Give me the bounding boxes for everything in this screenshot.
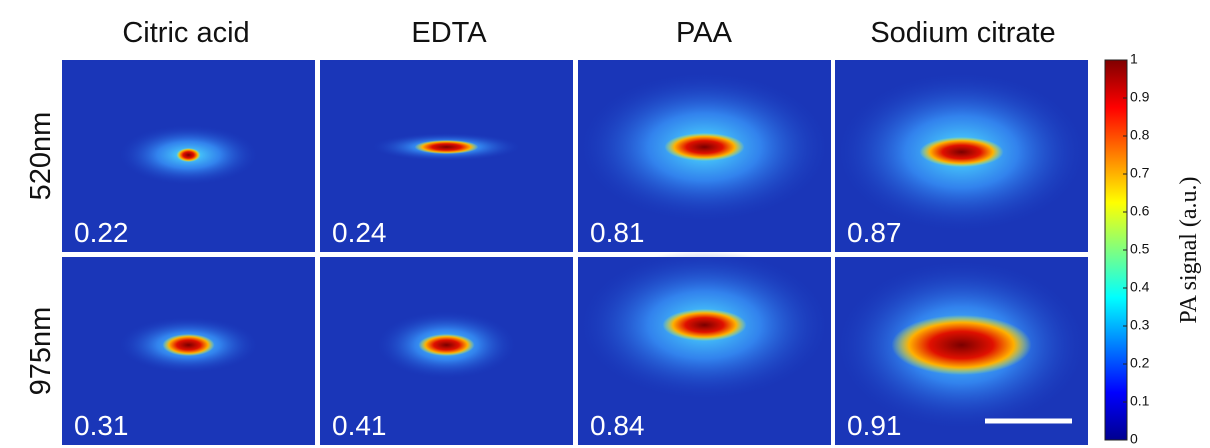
column-header: PAA	[676, 17, 733, 49]
colorbar-tick-label: 0.7	[1130, 165, 1150, 181]
signal-core	[664, 133, 745, 161]
panel-value: 0.91	[847, 410, 902, 441]
row-label: 975nm	[25, 307, 57, 396]
signal-core	[891, 315, 1032, 375]
colorbar-tick-label: 0.2	[1130, 355, 1150, 371]
colorbar-label: PA signal (a.u.)	[1176, 176, 1202, 323]
signal-core	[662, 309, 747, 341]
colorbar-tick-label: 0	[1130, 431, 1138, 447]
colorbar-tick-label: 0.9	[1130, 89, 1150, 105]
signal-core	[414, 140, 479, 154]
colorbar-tick-label: 0.4	[1130, 279, 1150, 295]
signal-core	[418, 334, 475, 356]
row-label: 520nm	[25, 112, 57, 201]
column-header: Citric acid	[122, 17, 249, 49]
panel-value: 0.87	[847, 217, 902, 248]
column-header: EDTA	[411, 17, 487, 49]
signal-core	[176, 148, 201, 162]
signal-core	[162, 334, 215, 356]
colorbar-tick-label: 0.3	[1130, 317, 1150, 333]
column-header: Sodium citrate	[870, 17, 1055, 49]
panel-value: 0.24	[332, 217, 387, 248]
panel-value: 0.81	[590, 217, 645, 248]
signal-core	[919, 137, 1004, 167]
colorbar-tick-label: 0.8	[1130, 127, 1150, 143]
colorbar-tick-label: 0.6	[1130, 203, 1150, 219]
colorbar-tick-label: 0.5	[1130, 241, 1150, 257]
panel-value: 0.22	[74, 217, 129, 248]
panel-value: 0.31	[74, 410, 129, 441]
panel-value: 0.84	[590, 410, 645, 441]
colorbar-tick-label: 0.1	[1130, 393, 1150, 409]
colorbar-tick-label: 1	[1130, 51, 1138, 67]
panel-value: 0.41	[332, 410, 387, 441]
